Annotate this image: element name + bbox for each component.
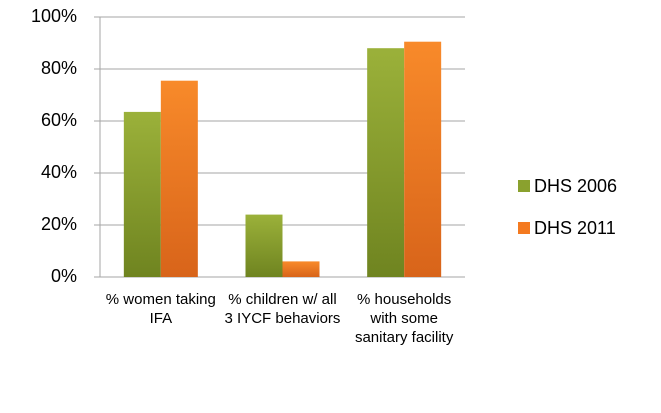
bar bbox=[245, 214, 283, 277]
y-tick-label: 40% bbox=[41, 162, 77, 182]
bar bbox=[282, 261, 320, 277]
x-tick-label: % women taking IFA bbox=[105, 291, 216, 327]
y-tick-label: 100% bbox=[31, 6, 77, 26]
x-tick-label: % children w/ all 3 IYCF behaviors bbox=[224, 291, 341, 327]
y-tick-label: 60% bbox=[41, 110, 77, 130]
bar bbox=[404, 41, 442, 278]
x-tick-label: % households with some sanitary facility bbox=[354, 291, 454, 346]
legend-swatch bbox=[518, 222, 530, 234]
legend-swatch bbox=[518, 180, 530, 192]
bar bbox=[367, 48, 405, 278]
y-tick-label: 0% bbox=[51, 266, 77, 286]
bar bbox=[123, 111, 161, 278]
y-tick-label: 20% bbox=[41, 214, 77, 234]
legend-label: DHS 2006 bbox=[534, 176, 617, 196]
bar bbox=[160, 80, 198, 277]
legend-label: DHS 2011 bbox=[534, 218, 616, 238]
y-tick-label: 80% bbox=[41, 58, 77, 78]
